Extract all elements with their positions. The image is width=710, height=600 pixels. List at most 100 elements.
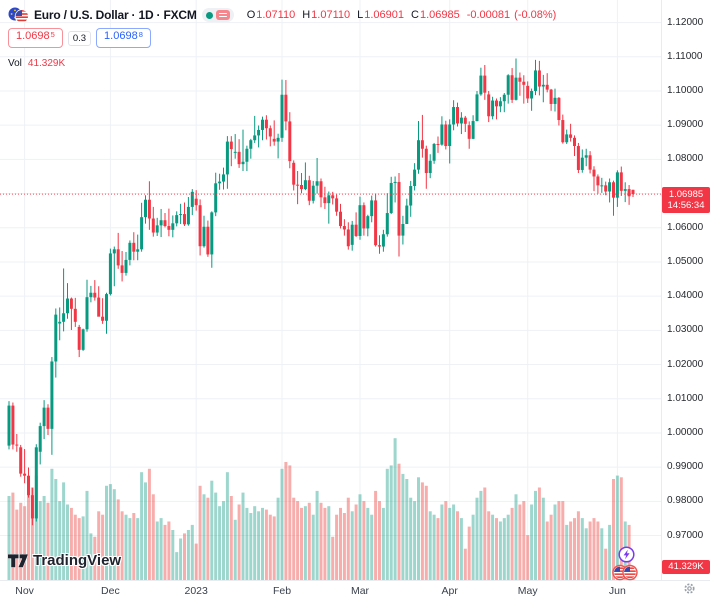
eurusd-pair-icon[interactable] xyxy=(8,7,29,23)
volume-axis-badge: 41.329K xyxy=(662,559,710,574)
candle-down xyxy=(557,97,561,121)
volume-bar xyxy=(276,497,280,581)
candle-down xyxy=(73,308,77,322)
price-axis-label: 1.04000 xyxy=(667,290,704,302)
candle-up xyxy=(249,140,253,149)
sell-button[interactable]: 1.0698 5 xyxy=(8,28,63,48)
volume-bar xyxy=(541,497,545,581)
candle-down xyxy=(467,125,471,139)
volume-bar xyxy=(467,526,471,581)
candle-down xyxy=(296,184,300,186)
volume-bar xyxy=(596,521,600,581)
volume-bar xyxy=(171,530,175,581)
tradingview-logo-text: TradingView xyxy=(33,552,122,569)
volume-bar xyxy=(253,506,257,581)
volume-bar xyxy=(397,463,401,581)
volume-bar xyxy=(23,506,27,581)
candle-up xyxy=(245,148,249,162)
volume-bar xyxy=(112,489,116,581)
volume-bar xyxy=(405,479,409,581)
candle-down xyxy=(342,226,346,230)
candle-up xyxy=(608,182,612,192)
time-axis[interactable]: Nov Dec 2023 Feb Mar Apr May Jun xyxy=(0,580,710,600)
volume-bar xyxy=(183,533,186,581)
current-price-value: 1.06985 xyxy=(668,189,704,201)
price-axis-label: 0.97000 xyxy=(667,529,704,541)
volume-bar xyxy=(569,521,573,581)
candle-down xyxy=(27,475,30,496)
symbol-title[interactable]: Euro / U.S. Dollar · 1D · FXCM xyxy=(34,8,197,22)
volume-bar xyxy=(257,511,261,581)
candle-up xyxy=(498,101,502,107)
candle-up xyxy=(389,182,393,214)
economic-event-lightning-icon[interactable] xyxy=(618,546,635,568)
economic-event-flags-icon[interactable] xyxy=(612,564,638,586)
volume-bar xyxy=(573,518,576,581)
market-status-pill[interactable] xyxy=(201,8,234,22)
axis-settings-gear-icon[interactable] xyxy=(683,582,696,600)
volume-bar xyxy=(218,506,222,581)
candle-up xyxy=(502,94,506,102)
volume-bar xyxy=(132,513,136,581)
volume-bar xyxy=(331,536,335,581)
time-axis-label: 2023 xyxy=(184,585,208,597)
candle-down xyxy=(588,155,592,170)
buy-button[interactable]: 1.0698 8 xyxy=(96,28,151,48)
volume-bar xyxy=(264,509,268,581)
volume-bar xyxy=(588,521,592,581)
volume-bar xyxy=(97,511,101,581)
candle-up xyxy=(506,75,510,95)
price-axis[interactable]: 1.120001.110001.100001.090001.080001.070… xyxy=(661,0,710,580)
volume-bar xyxy=(7,496,11,581)
candle-up xyxy=(186,206,190,225)
candle-up xyxy=(136,249,140,252)
volume-bar xyxy=(77,518,81,581)
volume-bar xyxy=(300,507,303,581)
candle-down xyxy=(354,224,358,236)
volume-bar xyxy=(159,518,163,581)
volume-bar xyxy=(537,487,541,581)
candle-down xyxy=(101,316,105,321)
candle-down xyxy=(420,140,424,149)
volume-bar xyxy=(565,524,569,581)
candle-up xyxy=(432,143,436,161)
volume-bar xyxy=(179,538,183,581)
volume-bar xyxy=(612,479,615,581)
volume-bar xyxy=(186,530,190,581)
candle-down xyxy=(151,218,155,233)
candle-up xyxy=(62,313,66,322)
volume-bar xyxy=(11,492,15,581)
candle-down xyxy=(378,245,381,247)
volume-bar xyxy=(288,465,292,581)
candle-up xyxy=(405,205,409,224)
volume-bar xyxy=(303,506,307,581)
tradingview-logo[interactable]: TradingView xyxy=(8,552,121,569)
candle-down xyxy=(592,169,596,177)
candle-down xyxy=(612,182,615,198)
volume-bar xyxy=(432,514,436,581)
price-axis-label: 1.01000 xyxy=(667,392,704,404)
candle-down xyxy=(97,297,101,317)
volume-bar xyxy=(374,490,378,581)
candle-up xyxy=(7,405,11,446)
volume-bar xyxy=(296,501,300,581)
candle-up xyxy=(366,216,370,229)
candle-down xyxy=(272,138,276,142)
volume-bar xyxy=(81,516,85,581)
volume-bar xyxy=(592,518,596,581)
volume-value: 41.329K xyxy=(27,58,66,69)
volume-indicator-row[interactable]: Vol 41.329K xyxy=(8,58,560,69)
volume-bar xyxy=(284,462,288,581)
time-axis-label: May xyxy=(517,585,538,597)
candle-down xyxy=(561,120,565,143)
volume-bar xyxy=(506,514,510,581)
volume-bar xyxy=(222,501,225,581)
price-axis-label: 1.00000 xyxy=(667,426,704,438)
volume-bar xyxy=(518,504,522,581)
candle-up xyxy=(54,314,58,362)
volume-bar xyxy=(436,518,440,581)
candle-up xyxy=(553,97,557,104)
candle-up xyxy=(85,297,89,330)
price-change-percent: (-0.08%) xyxy=(514,9,557,21)
